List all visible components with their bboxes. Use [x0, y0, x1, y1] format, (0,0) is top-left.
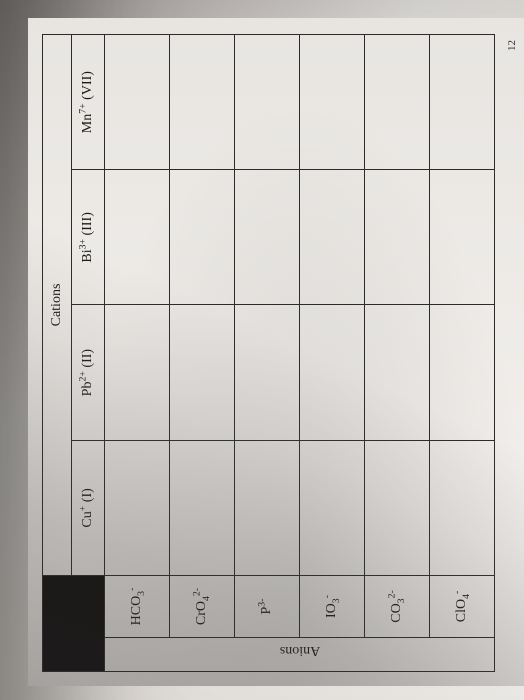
page-number: 12 [506, 40, 518, 51]
cell-r2-c2 [235, 170, 300, 305]
cell-r0-c2 [105, 170, 170, 305]
cation-header-2: Bi3+ (III) [72, 170, 105, 305]
anion-label-2: P3- [235, 576, 300, 638]
cell-r5-c2 [430, 170, 495, 305]
cell-r3-c0 [300, 440, 365, 575]
cell-r4-c3 [365, 35, 430, 170]
anion-label-0: HCO3- [105, 576, 170, 638]
anion-row-4: CO32- [365, 35, 430, 672]
cell-r5-c3 [430, 35, 495, 170]
anion-row-3: IO3- [300, 35, 365, 672]
cell-r2-c1 [235, 305, 300, 440]
cell-r4-c2 [365, 170, 430, 305]
cell-r0-c3 [105, 35, 170, 170]
anion-row-5: ClO4- [430, 35, 495, 672]
table-head: Cations Cu+ (I)Pb2+ (II)Bi3+ (III)Mn7+ (… [43, 35, 105, 672]
cell-r4-c1 [365, 305, 430, 440]
photo-stage: Cations Cu+ (I)Pb2+ (II)Bi3+ (III)Mn7+ (… [0, 0, 524, 700]
anion-label-3: IO3- [300, 576, 365, 638]
cell-r1-c1 [170, 305, 235, 440]
corner-blank [43, 576, 105, 672]
anion-row-0: AnionsHCO3- [105, 35, 170, 672]
cell-r0-c0 [105, 440, 170, 575]
cell-r3-c2 [300, 170, 365, 305]
worksheet-paper: Cations Cu+ (I)Pb2+ (II)Bi3+ (III)Mn7+ (… [28, 18, 524, 686]
table-body: AnionsHCO3-CrO42-P3-IO3-CO32-ClO4- [105, 35, 495, 672]
cell-r2-c0 [235, 440, 300, 575]
cell-r0-c1 [105, 305, 170, 440]
cell-r4-c0 [365, 440, 430, 575]
cell-r1-c3 [170, 35, 235, 170]
anion-label-5: ClO4- [430, 576, 495, 638]
cell-r5-c0 [430, 440, 495, 575]
anion-row-1: CrO42- [170, 35, 235, 672]
cation-header-0: Cu+ (I) [72, 440, 105, 575]
anions-title: Anions [105, 638, 495, 672]
cell-r1-c0 [170, 440, 235, 575]
cell-r3-c3 [300, 35, 365, 170]
cell-r2-c3 [235, 35, 300, 170]
cell-r3-c1 [300, 305, 365, 440]
cation-header-1: Pb2+ (II) [72, 305, 105, 440]
anion-label-1: CrO42- [170, 576, 235, 638]
cations-title: Cations [43, 35, 72, 576]
cell-r1-c2 [170, 170, 235, 305]
ion-table: Cations Cu+ (I)Pb2+ (II)Bi3+ (III)Mn7+ (… [42, 34, 495, 672]
anion-label-4: CO32- [365, 576, 430, 638]
sheet-rotation-wrapper: Cations Cu+ (I)Pb2+ (II)Bi3+ (III)Mn7+ (… [0, 0, 524, 700]
anion-row-2: P3- [235, 35, 300, 672]
cation-header-3: Mn7+ (VII) [72, 35, 105, 170]
cell-r5-c1 [430, 305, 495, 440]
